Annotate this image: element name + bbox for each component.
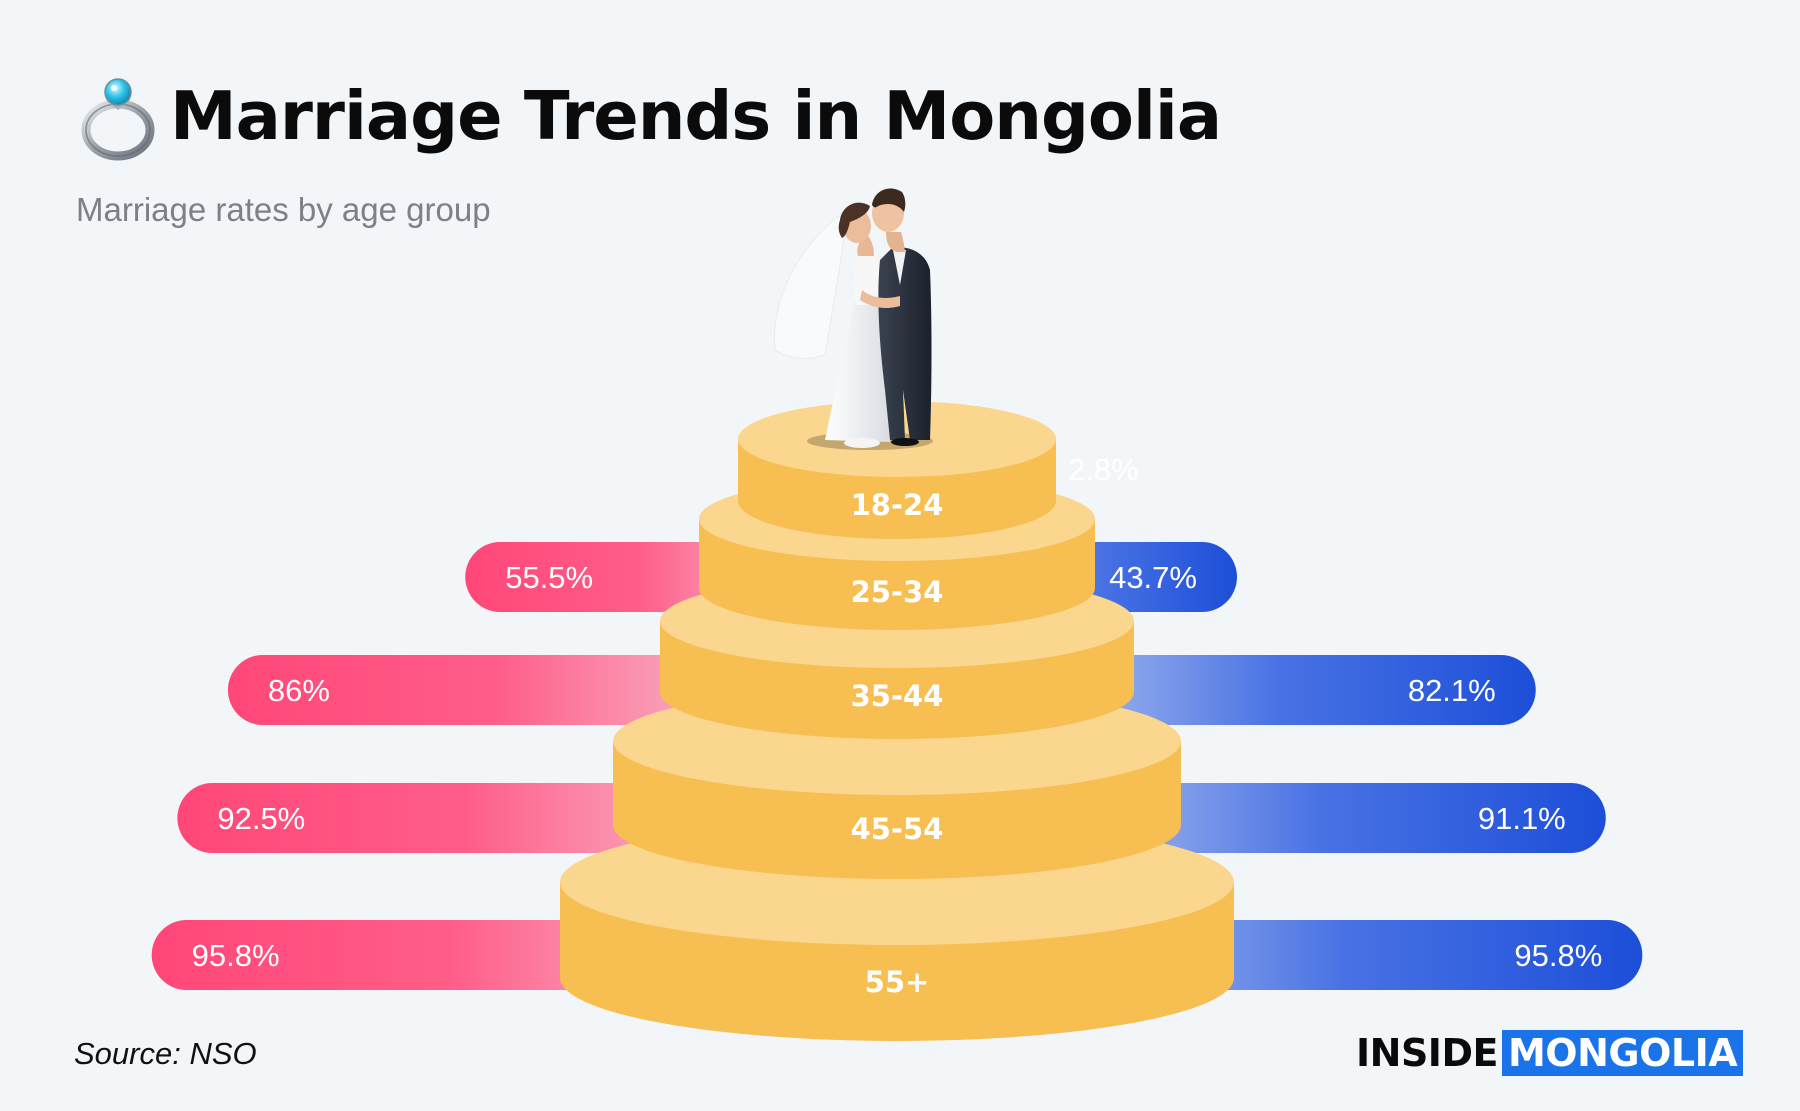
tier-label-25-34: 25-34 (851, 575, 944, 609)
page-header: Marriage Trends in Mongolia (72, 76, 1222, 161)
source-note: Source: NSO (74, 1036, 257, 1071)
bar-right-label-55+: 95.8% (1514, 938, 1602, 973)
page-subtitle: Marriage rates by age group (76, 191, 491, 228)
bar-left-label-55+: 95.8% (192, 938, 280, 973)
bar-left-label-35-44: 86% (268, 673, 330, 708)
tier-label-55+: 55+ (865, 965, 930, 999)
brand-logo-inside: INSIDE (1356, 1031, 1498, 1075)
bar-right-label-45-54: 91.1% (1478, 801, 1566, 836)
ring-icon (81, 78, 155, 161)
tier-label-45-54: 45-54 (851, 812, 944, 846)
bride-groom-figure (773, 188, 933, 450)
bar-left-label-25-34: 55.5% (505, 560, 593, 595)
tier-label-35-44: 35-44 (851, 679, 944, 713)
bar-right-label-25-34: 43.7% (1109, 560, 1197, 595)
bar-left-label-45-54: 92.5% (217, 801, 305, 836)
page-title: Marriage Trends in Mongolia (170, 77, 1222, 155)
tier-label-18-24: 18-24 (851, 488, 944, 522)
brand-logo: INSIDE MONGOLIA (1356, 1030, 1744, 1076)
bar-right-label-35-44: 82.1% (1408, 673, 1496, 708)
bar-right-label-18-24: 2.8% (1068, 452, 1139, 487)
brand-logo-mongolia: MONGOLIA (1501, 1030, 1744, 1076)
